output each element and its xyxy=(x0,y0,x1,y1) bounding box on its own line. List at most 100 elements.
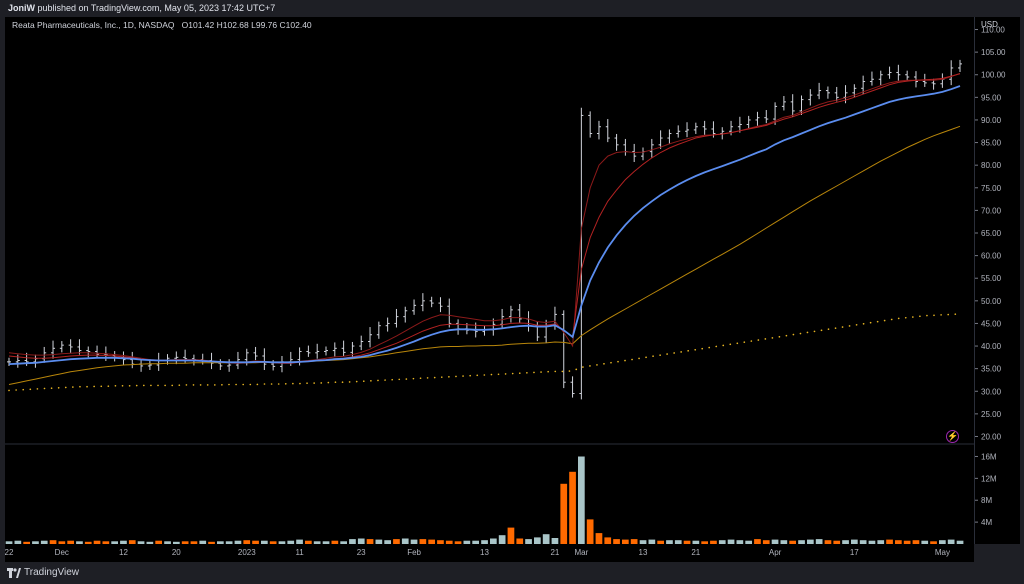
volume-tick-label: 8M xyxy=(981,496,992,505)
volume-bar xyxy=(736,540,744,544)
volume-bar xyxy=(437,540,444,544)
author-name[interactable]: JoniW xyxy=(8,3,35,13)
volume-bar xyxy=(939,540,946,544)
volume-bar xyxy=(164,541,171,544)
volume-bar xyxy=(824,540,832,544)
volume-bar xyxy=(102,541,110,544)
volume-bar xyxy=(384,540,391,544)
volume-bar xyxy=(815,539,823,544)
price-axis[interactable]: USD 110.00 105.00 100.00 95.00 90.00 85.00 80.0… xyxy=(974,17,1020,544)
volume-bar xyxy=(269,541,277,544)
volume-bar xyxy=(234,540,242,544)
volume-bar xyxy=(657,540,664,544)
volume-bar xyxy=(683,540,691,544)
volume-bar xyxy=(23,541,30,544)
price-tick-label: 35.00 xyxy=(981,365,1002,374)
volume-bar xyxy=(252,540,259,544)
volume-bar xyxy=(14,540,22,544)
volume-bar xyxy=(5,541,13,544)
volume-bar xyxy=(842,540,849,544)
volume-bar xyxy=(199,540,207,544)
time-tick-label: 21 xyxy=(691,548,700,557)
volume-bar xyxy=(859,540,867,544)
volume-bar xyxy=(498,535,506,544)
volume-bar xyxy=(120,540,127,544)
ema-blue-line xyxy=(8,85,961,365)
volume-bar xyxy=(903,540,911,544)
volume-bar xyxy=(146,541,154,544)
time-tick-label: Dec xyxy=(55,548,69,557)
volume-bar xyxy=(542,534,550,544)
price-tick-label: 55.00 xyxy=(981,274,1002,283)
volume-bar xyxy=(745,540,752,544)
volume-bar xyxy=(278,541,286,544)
time-tick-label: 21 xyxy=(550,548,559,557)
volume-bar xyxy=(322,541,330,544)
volume-bar xyxy=(921,540,929,544)
chart-pane[interactable] xyxy=(5,17,974,544)
volume-bar xyxy=(490,538,497,544)
volume-bar xyxy=(472,540,479,544)
volume-bar xyxy=(340,541,347,544)
volume-bar xyxy=(516,538,524,544)
volume-bar xyxy=(798,540,805,544)
volume-bar xyxy=(357,538,365,544)
volume-bar xyxy=(49,540,57,544)
volume-bar xyxy=(718,540,726,544)
volume-bar xyxy=(410,539,418,544)
volume-bar xyxy=(93,540,101,544)
chart-svg xyxy=(5,59,974,544)
time-axis[interactable]: 22 Dec 12 20 2023 11 23 Feb 13 21 Mar 13 21 Apr 17 May xyxy=(5,544,974,562)
volume-bar xyxy=(525,539,532,544)
ema-fast-line xyxy=(8,72,961,364)
volume-bar xyxy=(727,539,735,544)
volume-bar xyxy=(58,541,66,544)
volume-bar xyxy=(622,539,629,544)
time-tick-label: 13 xyxy=(639,548,648,557)
volume-bar xyxy=(401,538,409,544)
volume-bar xyxy=(454,541,462,544)
time-tick-label: May xyxy=(935,548,950,557)
price-tick-label: 110.00 xyxy=(981,26,1005,35)
volume-bar xyxy=(128,540,136,544)
dotted-line xyxy=(8,313,961,392)
volume-tick-label: 12M xyxy=(981,474,997,483)
volume-bar xyxy=(868,540,876,544)
flash-icon[interactable]: ⚡ xyxy=(946,430,959,443)
time-tick-label: Apr xyxy=(769,548,782,557)
sma-line xyxy=(8,125,961,385)
volume-bar xyxy=(463,540,471,544)
price-tick-label: 90.00 xyxy=(981,116,1002,125)
published-text: published on TradingView.com, May 05, 20… xyxy=(37,3,276,13)
symbol-name[interactable]: Reata Pharmaceuticals, Inc., 1D, NASDAQ xyxy=(12,20,175,30)
volume-tick-label: 16M xyxy=(981,453,997,462)
volume-bar xyxy=(762,540,770,544)
price-tick-label: 105.00 xyxy=(981,48,1006,57)
volume-bar xyxy=(243,540,251,544)
volume-bar xyxy=(331,540,339,544)
volume-bar xyxy=(701,541,708,544)
volume-bar xyxy=(604,537,612,544)
volume-bar xyxy=(445,540,453,544)
volume-bar xyxy=(507,527,515,544)
volume-bar xyxy=(560,483,568,544)
volume-bar xyxy=(595,533,603,544)
volume-bar xyxy=(225,541,233,544)
volume-bar xyxy=(780,540,788,544)
volume-bar xyxy=(534,537,541,544)
price-tick-label: 40.00 xyxy=(981,342,1002,351)
volume-bar xyxy=(173,541,180,544)
time-tick-label: 20 xyxy=(172,548,181,557)
volume-bar xyxy=(67,540,74,544)
volume-bar xyxy=(833,540,841,544)
high-value: 102.68 xyxy=(222,20,249,30)
volume-bar xyxy=(76,541,83,544)
volume-bar xyxy=(754,539,761,544)
volume-bar xyxy=(912,540,920,544)
volume-bar xyxy=(666,540,673,544)
time-tick-label: 22 xyxy=(5,548,14,557)
time-tick-label: 2023 xyxy=(238,548,256,557)
volume-bar xyxy=(40,540,48,544)
